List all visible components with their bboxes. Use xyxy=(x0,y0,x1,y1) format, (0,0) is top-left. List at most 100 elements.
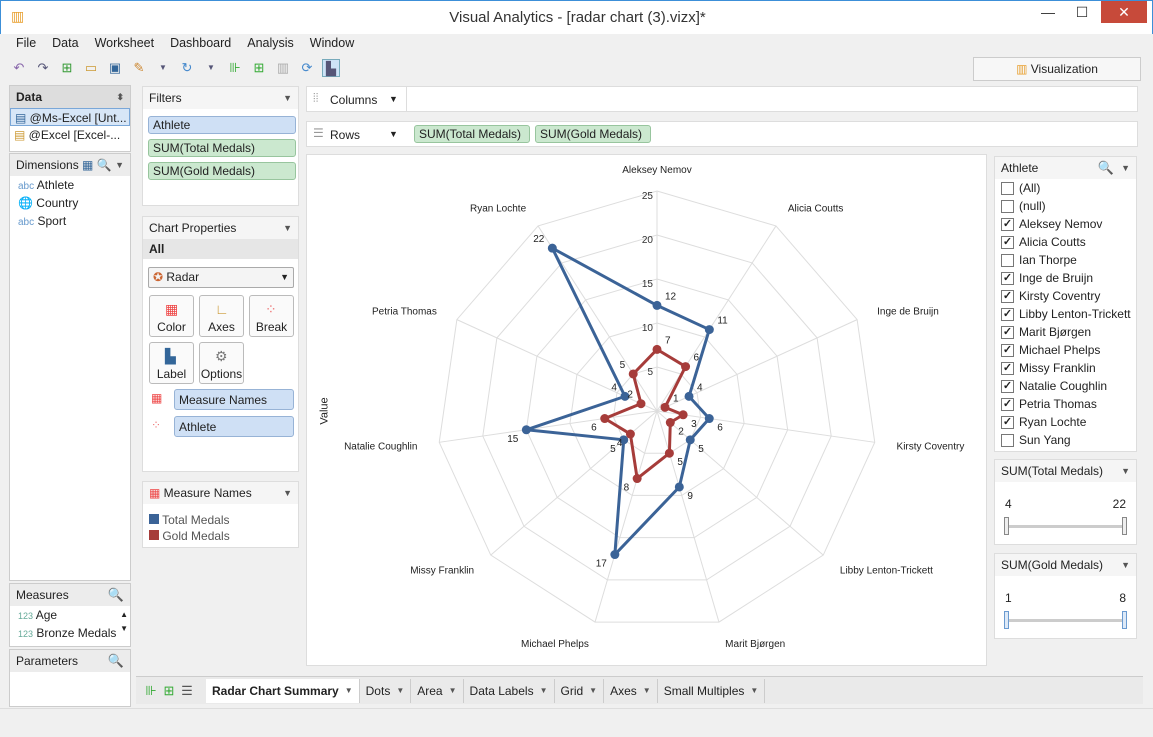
checkbox[interactable] xyxy=(1001,181,1014,195)
color-button[interactable]: ▦ Color xyxy=(149,295,194,337)
redo-icon[interactable]: ↷ xyxy=(37,60,49,75)
filter-pill-gold-medals[interactable]: SUM(Gold Medals) xyxy=(148,162,296,180)
menu-file[interactable]: File xyxy=(16,36,37,50)
dropdown-icon[interactable]: ▼ xyxy=(115,160,124,170)
filter-pill-athlete[interactable]: Athlete xyxy=(148,116,296,134)
athlete-filter-option[interactable]: ✓ Missy Franklin xyxy=(995,359,1136,377)
checkbox[interactable]: ✓ xyxy=(1001,379,1014,393)
dropdown-icon[interactable]: ▼ xyxy=(389,129,398,139)
gold-range-min-handle[interactable] xyxy=(1004,611,1009,629)
new-worksheet-icon[interactable]: ⊪ xyxy=(145,682,157,698)
search-icon[interactable]: 🔍 xyxy=(107,587,124,602)
checkbox[interactable] xyxy=(1001,253,1014,267)
sort-icon[interactable]: ⬍ xyxy=(116,92,124,102)
athlete-filter-option[interactable]: Ian Thorpe xyxy=(995,251,1136,269)
refresh-dropdown-icon[interactable]: ▼ xyxy=(207,63,215,72)
checkbox[interactable]: ✓ xyxy=(1001,217,1014,231)
checkbox[interactable]: ✓ xyxy=(1001,343,1014,357)
chart-icon[interactable]: ▥ xyxy=(276,60,290,75)
checkbox[interactable]: ✓ xyxy=(1001,289,1014,303)
legend-item[interactable]: Gold Medals xyxy=(143,528,298,544)
athlete-filter-option[interactable]: ✓ Alicia Coutts xyxy=(995,233,1136,251)
new-file-icon[interactable]: ⊞ xyxy=(61,60,73,75)
columns-shelf[interactable]: ⦙⦙ Columns ▼ xyxy=(306,86,1138,112)
row-pill-gold-medals[interactable]: SUM(Gold Medals) xyxy=(535,125,651,143)
rows-shelf[interactable]: ☰ Rows ▼ SUM(Total Medals) SUM(Gold Meda… xyxy=(306,121,1138,147)
axes-button[interactable]: ∟ Axes xyxy=(199,295,244,337)
measure-item[interactable]: 123 Bronze Medals xyxy=(10,624,130,642)
connect-dropdown-icon[interactable]: ▼ xyxy=(159,63,167,72)
chevron-down-icon[interactable]: ▼ xyxy=(539,685,548,695)
dropdown-icon[interactable]: ▼ xyxy=(1121,466,1130,476)
search-icon[interactable]: 🔍 xyxy=(96,158,112,172)
search-icon[interactable]: 🔍 xyxy=(107,653,124,668)
athlete-filter-option[interactable]: (All) xyxy=(995,179,1136,197)
visualization-tab[interactable]: ▥ Visualization xyxy=(973,57,1141,81)
undo-icon[interactable]: ↶ xyxy=(13,60,25,75)
data-source-item[interactable]: ▤ @Ms-Excel [Unt... xyxy=(10,108,130,126)
checkbox[interactable]: ✓ xyxy=(1001,235,1014,249)
athlete-filter-option[interactable]: ✓ Aleksey Nemov xyxy=(995,215,1136,233)
sheet-tab[interactable]: Data Labels ▼ xyxy=(464,678,555,703)
close-button[interactable]: ✕ xyxy=(1101,1,1147,23)
athlete-filter-option[interactable]: ✓ Petria Thomas xyxy=(995,395,1136,413)
chart-type-select[interactable]: ✪ Radar ▼ xyxy=(148,267,294,288)
save-icon[interactable]: ▣ xyxy=(108,60,122,75)
show-me-icon[interactable]: ▙ xyxy=(322,59,340,77)
athlete-filter-option[interactable]: ✓ Ryan Lochte xyxy=(995,413,1136,431)
checkbox[interactable]: ✓ xyxy=(1001,271,1014,285)
athlete-filter-option[interactable]: ✓ Kirsty Coventry xyxy=(995,287,1136,305)
measures-scrollbar[interactable]: ▲ ▼ xyxy=(120,610,128,633)
dropdown-icon[interactable]: ▼ xyxy=(389,94,398,104)
label-button[interactable]: ▙ Label xyxy=(149,342,194,384)
filter-pill-total-medals[interactable]: SUM(Total Medals) xyxy=(148,139,296,157)
chevron-down-icon[interactable]: ▼ xyxy=(642,685,651,695)
maximize-button[interactable]: ☐ xyxy=(1075,4,1089,20)
data-source-item[interactable]: ▤ @Excel [Excel-... xyxy=(10,126,130,144)
checkbox[interactable] xyxy=(1001,199,1014,213)
athlete-filter-option[interactable]: Sun Yang xyxy=(995,431,1136,449)
new-worksheet-icon[interactable]: ⊪ xyxy=(229,60,241,75)
menu-window[interactable]: Window xyxy=(309,36,355,50)
sheet-tab[interactable]: Area ▼ xyxy=(411,678,464,703)
athlete-filter-option[interactable]: ✓ Libby Lenton-Trickett xyxy=(995,305,1136,323)
swap-icon[interactable]: ⟳ xyxy=(301,60,313,75)
sheet-tab[interactable]: Grid ▼ xyxy=(555,678,605,703)
menu-dashboard[interactable]: Dashboard xyxy=(170,36,232,50)
sheet-tab[interactable]: Dots ▼ xyxy=(360,678,412,703)
refresh-icon[interactable]: ↻ xyxy=(181,60,193,75)
sheet-tab[interactable]: Radar Chart Summary ▼ xyxy=(206,678,360,703)
dropdown-icon[interactable]: ▼ xyxy=(1121,560,1130,570)
chevron-down-icon[interactable]: ▼ xyxy=(448,685,457,695)
checkbox[interactable]: ✓ xyxy=(1001,307,1014,321)
athlete-filter-option[interactable]: ✓ Marit Bjørgen xyxy=(995,323,1136,341)
dimension-item[interactable]: abc Sport xyxy=(10,212,130,230)
dropdown-icon[interactable]: ▼ xyxy=(1121,163,1130,173)
dropdown-icon[interactable]: ▼ xyxy=(283,93,292,103)
table-icon[interactable]: ▦ xyxy=(82,158,94,172)
total-range-max-handle[interactable] xyxy=(1122,517,1127,535)
search-icon[interactable]: 🔍 xyxy=(1097,160,1114,175)
tab-list-icon[interactable]: ☰ xyxy=(181,682,193,698)
checkbox[interactable]: ✓ xyxy=(1001,415,1014,429)
athlete-filter-option[interactable]: (null) xyxy=(995,197,1136,215)
legend-item[interactable]: Total Medals xyxy=(143,512,298,528)
break-button[interactable]: ⁘ Break xyxy=(249,295,294,337)
checkbox[interactable]: ✓ xyxy=(1001,397,1014,411)
chevron-down-icon[interactable]: ▼ xyxy=(344,685,353,695)
options-button[interactable]: ⚙ Options xyxy=(199,342,244,384)
checkbox[interactable]: ✓ xyxy=(1001,361,1014,375)
chevron-down-icon[interactable]: ▼ xyxy=(396,685,405,695)
menu-analysis[interactable]: Analysis xyxy=(247,36,294,50)
sheet-tab[interactable]: Small Multiples ▼ xyxy=(658,678,766,703)
dropdown-icon[interactable]: ▼ xyxy=(283,223,292,233)
athlete-filter-option[interactable]: ✓ Inge de Bruijn xyxy=(995,269,1136,287)
measure-item[interactable]: 123 Age xyxy=(10,606,130,624)
total-range-min-handle[interactable] xyxy=(1004,517,1009,535)
open-folder-icon[interactable]: ▭ xyxy=(84,60,98,75)
dropdown-icon[interactable]: ▼ xyxy=(283,488,292,498)
mark-pill-measure-names[interactable]: Measure Names xyxy=(174,389,294,410)
checkbox[interactable]: ✓ xyxy=(1001,325,1014,339)
minimize-button[interactable]: — xyxy=(1041,4,1055,20)
athlete-filter-option[interactable]: ✓ Michael Phelps xyxy=(995,341,1136,359)
